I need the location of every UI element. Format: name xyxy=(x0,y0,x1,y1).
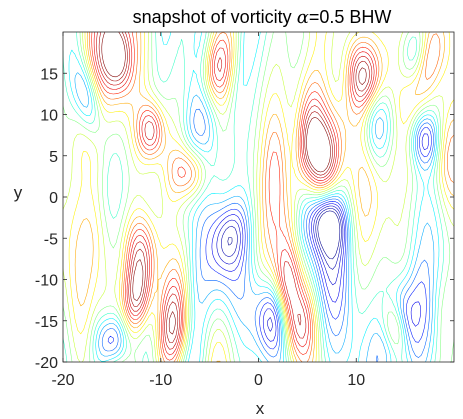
chart-title: snapshot of vorticity α=0.5 BHW xyxy=(133,7,392,28)
contour-line xyxy=(101,32,367,335)
vorticity-contour-field xyxy=(63,32,454,362)
contour-line xyxy=(107,127,432,350)
y-tick-label: 5 xyxy=(49,149,58,166)
contour-line xyxy=(89,32,454,362)
contour-line xyxy=(93,32,375,356)
contour-line xyxy=(63,32,444,362)
contour-line xyxy=(216,205,344,332)
contour-line xyxy=(98,32,370,343)
x-tick-label: -20 xyxy=(51,372,74,389)
contour-line xyxy=(101,108,434,362)
y-tick-label: -5 xyxy=(44,231,58,248)
x-axis-label: x xyxy=(256,399,265,418)
contour-line xyxy=(68,32,454,362)
contour-line xyxy=(68,32,440,362)
y-tick-label: 10 xyxy=(40,108,58,125)
y-axis-label: y xyxy=(14,183,23,202)
y-tick-label: 15 xyxy=(40,66,58,83)
contour-line xyxy=(96,32,373,350)
contour-line xyxy=(63,32,454,362)
contour-line xyxy=(221,208,342,270)
contour-line xyxy=(91,32,377,361)
contour-line xyxy=(227,210,341,260)
y-tick-label: -15 xyxy=(35,314,58,331)
x-axis-ticks: -20 -10 0 10 xyxy=(51,32,365,389)
y-axis-ticks: -20 -15 -10 -5 0 5 10 15 xyxy=(35,66,454,372)
contour-line xyxy=(74,72,436,362)
y-tick-label: -20 xyxy=(35,355,58,372)
contour-line xyxy=(211,133,429,342)
y-tick-label: 0 xyxy=(49,190,58,207)
y-tick-label: -10 xyxy=(35,273,58,290)
plot-background xyxy=(63,32,454,362)
contour-line xyxy=(74,32,454,362)
contour-line xyxy=(63,32,454,362)
x-tick-label: 10 xyxy=(347,372,365,389)
x-tick-label: 0 xyxy=(254,372,263,389)
x-tick-label: -10 xyxy=(149,372,172,389)
